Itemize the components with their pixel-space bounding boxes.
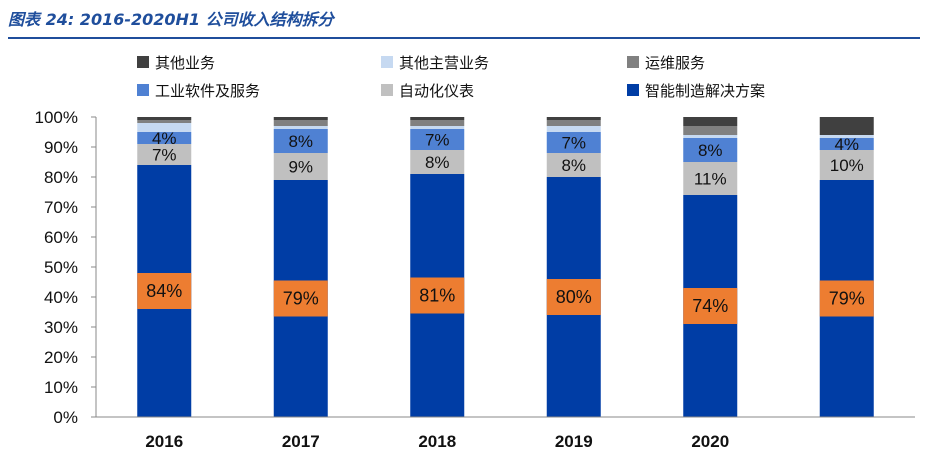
bar-segment — [546, 132, 601, 153]
y-tick-label: 0% — [53, 408, 78, 427]
x-tick-label: 2019 — [555, 432, 593, 451]
bar-segment — [683, 162, 738, 195]
y-tick-label: 70% — [44, 198, 78, 217]
bar-segment — [137, 132, 192, 144]
x-axis: 2016 2017 2018 2019 2020 — [96, 416, 915, 451]
bar-segment — [546, 117, 601, 120]
legend-label: 其他主营业务 — [399, 54, 489, 72]
title-divider — [8, 37, 920, 39]
data-label: 11% — [694, 170, 727, 189]
data-label: 8% — [288, 132, 313, 151]
bar-segment — [410, 120, 465, 126]
data-label-box — [137, 273, 192, 309]
bar-segment — [683, 135, 738, 138]
bar-segment — [137, 123, 192, 132]
bar-segment — [273, 129, 328, 153]
data-label: 79% — [283, 289, 319, 309]
bar-segment — [273, 126, 328, 129]
data-label: 8% — [698, 141, 723, 160]
data-label: 10% — [830, 156, 864, 175]
bar-segment — [273, 153, 328, 180]
data-label: 8% — [425, 153, 450, 172]
bar-segment — [683, 138, 738, 162]
data-label: 84% — [146, 281, 182, 301]
bar-segment — [410, 126, 465, 129]
y-axis: 0% 10% 20% 30% 40% 50% 60% 70% 80% 90% 100% — [35, 108, 97, 427]
bar-segment — [410, 150, 465, 174]
legend-swatch — [627, 56, 639, 68]
data-label-box — [273, 280, 328, 317]
data-label: 9% — [288, 158, 313, 177]
data-label: 4% — [834, 135, 859, 154]
bar-segment — [819, 138, 874, 150]
bar-segment — [546, 153, 601, 177]
bar-segment — [410, 117, 465, 120]
y-tick-label: 20% — [44, 348, 78, 367]
legend-label: 自动化仪表 — [399, 82, 474, 100]
legend-label: 其他业务 — [155, 54, 215, 72]
data-label: 7% — [561, 134, 586, 153]
bar-segment — [137, 144, 192, 165]
x-tick-label: 2017 — [282, 432, 320, 451]
data-label-box — [410, 277, 465, 314]
legend-swatch — [381, 84, 393, 96]
data-label: 4% — [152, 129, 177, 148]
legend-swatch — [137, 84, 149, 96]
data-label: 7% — [152, 146, 177, 165]
bar-segment — [546, 126, 601, 132]
legend-swatch — [381, 56, 393, 68]
bar-segment — [819, 150, 874, 180]
bar-segment — [410, 129, 465, 150]
data-label: 79% — [829, 289, 865, 309]
y-tick-label: 90% — [44, 138, 78, 157]
data-label: 8% — [561, 156, 586, 175]
y-tick-label: 60% — [44, 228, 78, 247]
legend-label: 工业软件及服务 — [155, 82, 260, 100]
x-tick-label: 2018 — [418, 432, 456, 451]
y-tick-label: 10% — [44, 378, 78, 397]
bar-segment — [273, 117, 328, 120]
data-label: 7% — [425, 131, 450, 150]
data-label-box — [546, 279, 601, 315]
bar-segment — [137, 117, 192, 120]
y-tick-label: 100% — [35, 108, 78, 127]
x-tick-label: 2020 — [691, 432, 729, 451]
bar-segment — [683, 126, 738, 135]
bar-segment — [683, 117, 738, 126]
figure-title: 图表 24: 2016-2020H1 公司收入结构拆分 — [8, 10, 334, 29]
bar-segment — [273, 120, 328, 126]
x-tick-label: 2016 — [145, 432, 183, 451]
bar-segment — [137, 120, 192, 123]
data-label-box — [819, 280, 874, 317]
bar-segment — [819, 135, 874, 138]
y-tick-label: 50% — [44, 258, 78, 277]
bar-segment — [546, 120, 601, 126]
legend-label: 运维服务 — [645, 54, 705, 72]
bar-segment — [819, 117, 874, 135]
data-label-box — [683, 288, 738, 324]
legend-label: 智能制造解决方案 — [645, 82, 765, 100]
y-tick-label: 30% — [44, 318, 78, 337]
legend-swatch — [627, 84, 639, 96]
y-tick-label: 80% — [44, 168, 78, 187]
bars: 84%7%4%79%9%8%81%8%7%80%8%7%74%11%8%79%1… — [137, 117, 874, 417]
data-label: 74% — [692, 296, 728, 316]
data-label: 80% — [556, 287, 592, 307]
data-label: 81% — [419, 286, 455, 306]
y-tick-label: 40% — [44, 288, 78, 307]
legend-swatch — [137, 56, 149, 68]
